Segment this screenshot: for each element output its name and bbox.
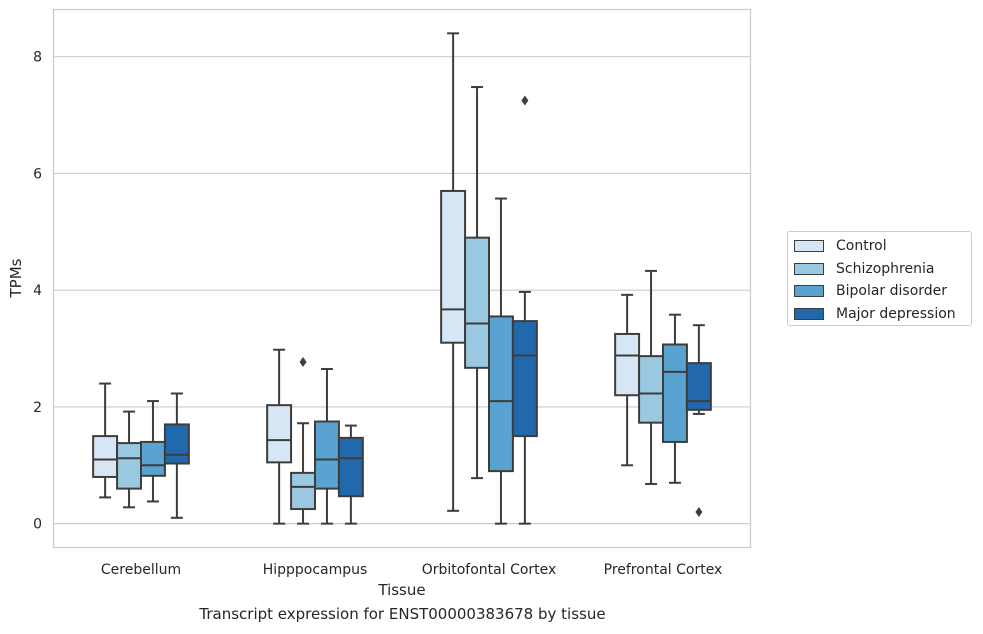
iqr-box: [464, 236, 491, 369]
iqr-box: [685, 362, 712, 411]
y-tick-label: 0: [33, 517, 42, 533]
legend-item: Major depression: [794, 304, 956, 324]
outlier-point: [521, 95, 529, 106]
iqr-box: [92, 435, 119, 478]
outlier-point: [299, 356, 307, 367]
x-tick-label: Cerebellum: [101, 562, 181, 578]
box-major-depression: [163, 392, 190, 519]
outlier-point: [695, 506, 703, 517]
legend-swatch: [794, 262, 824, 275]
legend-swatch: [794, 307, 824, 320]
y-tick-label: 6: [33, 166, 42, 182]
iqr-box: [290, 471, 317, 511]
legend-label: Schizophrenia: [836, 260, 935, 277]
iqr-box: [511, 320, 538, 438]
box-bipolar-disorder: [140, 400, 166, 503]
x-axis-title: Tissue: [377, 581, 425, 599]
box-bipolar-disorder: [662, 313, 688, 484]
x-tick-label: Prefrontal Cortex: [604, 562, 723, 578]
x-tick-label: Orbitofontal Cortex: [422, 562, 557, 578]
y-axis-title: TPMs: [7, 258, 25, 298]
legend: Control Schizophrenia Bipolar disorder Majo…: [787, 231, 972, 326]
iqr-box: [266, 404, 293, 464]
box-major-depression: [511, 95, 538, 525]
box-schizophrenia: [116, 410, 142, 509]
legend-label: Bipolar disorder: [836, 283, 948, 299]
plot-area: [92, 32, 712, 525]
iqr-box: [440, 189, 467, 344]
box-control: [92, 382, 119, 499]
iqr-box: [337, 436, 364, 498]
box-major-depression: [685, 324, 712, 517]
iqr-box: [614, 332, 641, 397]
y-tick-label: 2: [33, 400, 42, 416]
box-control: [266, 348, 293, 525]
legend-item: Control: [794, 236, 887, 256]
box-bipolar-disorder: [314, 367, 340, 525]
legend-swatch: [794, 240, 824, 252]
iqr-box: [488, 315, 514, 473]
x-tick-label: Hipppocampus: [263, 562, 368, 578]
box-control: [440, 32, 467, 512]
box-control: [614, 293, 641, 467]
x-axis-tick-labels: Cerebellum Hipppocampus Orbitofontal Corte…: [101, 562, 722, 578]
legend-swatch: [794, 285, 824, 297]
legend-item: Bipolar disorder: [794, 281, 947, 301]
chart-caption: Transcript expression for ENST0000038367…: [199, 605, 606, 623]
iqr-box: [638, 355, 665, 424]
box-bipolar-disorder: [488, 197, 514, 525]
iqr-box: [662, 343, 688, 443]
legend-item: Schizophrenia: [794, 259, 934, 279]
legend-label: Control: [836, 238, 887, 254]
y-tick-label: 4: [33, 283, 42, 299]
legend-label: Major depression: [836, 305, 956, 322]
box-schizophrenia: [290, 356, 317, 525]
iqr-box: [116, 442, 142, 490]
gridlines: [54, 56, 750, 525]
box-schizophrenia: [464, 86, 491, 480]
iqr-box: [140, 440, 166, 477]
plot-frame: [52, 8, 752, 549]
iqr-box: [163, 423, 190, 465]
y-axis-tick-labels: 0 2 4 6 8: [33, 50, 42, 533]
iqr-box: [314, 420, 340, 490]
y-tick-label: 8: [33, 50, 42, 66]
box-schizophrenia: [638, 269, 665, 485]
box-major-depression: [337, 424, 364, 525]
